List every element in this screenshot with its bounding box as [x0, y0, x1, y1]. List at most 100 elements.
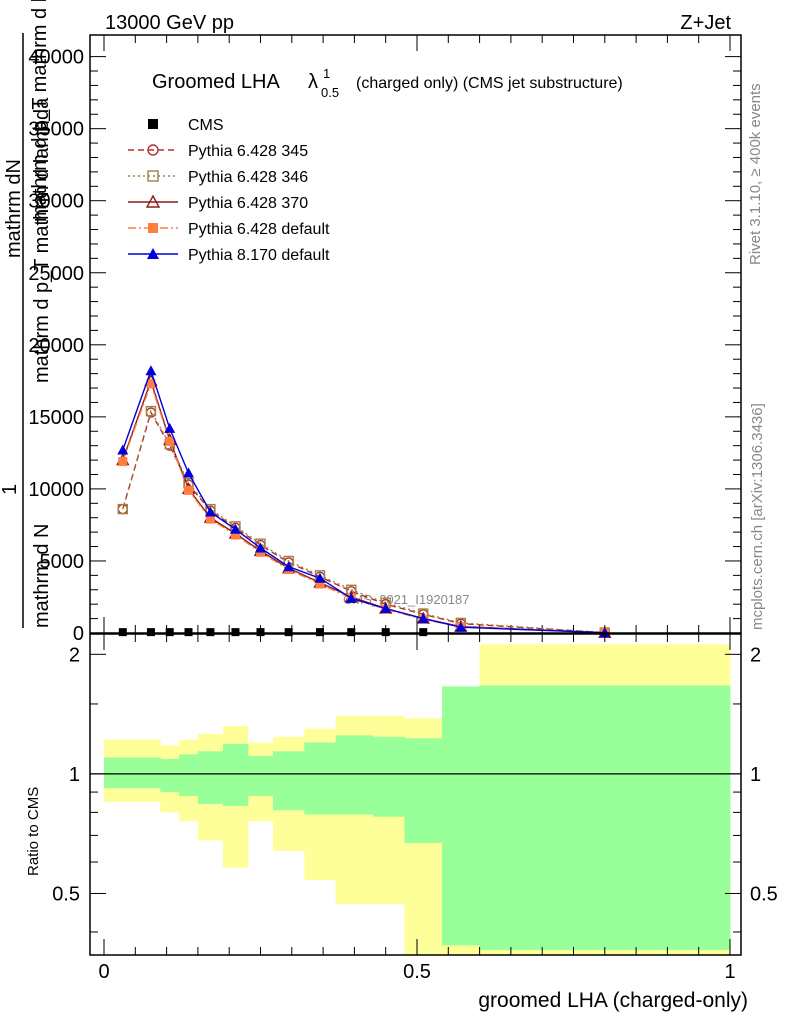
main-title: Groomed LHA λ 1 0.5 (charged only) (CMS … [152, 66, 623, 100]
legend-entry-1: Pythia 6.428 345 [128, 143, 308, 160]
series-point [255, 542, 266, 553]
main-ylabel: mathrm d N mathrm d p_T mathrm d lambda … [0, 0, 53, 628]
series-point [118, 628, 127, 637]
series-point [165, 628, 174, 637]
title-text: Groomed LHA [152, 71, 280, 93]
legend-entry-5: Pythia 8.170 default [128, 247, 330, 264]
series-point [164, 422, 176, 433]
series-0 [118, 628, 428, 637]
series-point [117, 503, 128, 515]
main-ytick-label: 20000 [28, 335, 84, 357]
legend-label: Pythia 6.428 default [188, 221, 330, 238]
main-y-ticks: 0 5000 10000 15000 20000 25000 30000 35000 40000 [28, 47, 741, 645]
series-point [184, 628, 193, 637]
green-band-bin [479, 685, 731, 951]
ratio-ytick-label: 2 [69, 644, 80, 666]
legend-marker [147, 248, 159, 259]
main-ytick-label: 25000 [28, 263, 84, 285]
xtick-label: 1 [724, 961, 735, 983]
main-ytick-label: 5000 [40, 551, 85, 573]
green-band-bin [373, 736, 405, 817]
series-point [381, 628, 390, 637]
ratio-plot: 0.5 0.5 1 1 2 2 0 0.5 1 [52, 633, 778, 983]
series-point [118, 457, 128, 467]
legend-entry-0: CMS [148, 117, 224, 134]
main-ytick-label: 40000 [28, 47, 84, 69]
title-symbol: λ [308, 71, 318, 93]
series-point [146, 628, 155, 637]
ratio-ytick-label-right: 1 [750, 764, 761, 786]
green-band-bin [247, 755, 274, 796]
series-point [315, 628, 324, 637]
series-point [145, 365, 157, 376]
green-band-bin [404, 738, 443, 843]
ratio-ytick-label-right: 2 [750, 644, 761, 666]
legend-label: Pythia 6.428 370 [188, 195, 308, 212]
series-point [230, 530, 240, 540]
ratio-ytick-label-right: 0.5 [750, 883, 778, 905]
green-band-bin [442, 686, 480, 946]
green-band-bin [304, 742, 337, 815]
green-band-bin [141, 757, 161, 789]
series-point [455, 621, 467, 632]
series-point [145, 405, 157, 417]
series-point [165, 436, 175, 446]
main-ytick-label: 30000 [28, 191, 84, 213]
legend-entry-4: Pythia 6.428 default [128, 221, 330, 238]
series-point [183, 467, 195, 478]
xtick-label: 0.5 [403, 961, 431, 983]
legend-label: CMS [188, 117, 224, 134]
watermark: CMS_2021_I1920187 [343, 592, 470, 607]
series-point [117, 444, 129, 455]
legend-label: Pythia 6.428 346 [188, 169, 308, 186]
series-point [315, 579, 325, 589]
series-point [205, 514, 215, 524]
ylabel-line-3: 1 [0, 484, 21, 495]
legend-label: Pythia 6.428 345 [188, 143, 308, 160]
series-point [256, 628, 265, 637]
main-plot: 0 5000 10000 15000 20000 25000 30000 35000 40000… [28, 34, 742, 645]
ratio-ylabel: Ratio to CMS [25, 787, 42, 876]
series-point [231, 628, 240, 637]
title-sup: 1 [323, 66, 330, 81]
legend: CMS Pythia 6.428 345 Pythia 6.428 346 Pythi… [128, 117, 330, 264]
green-band-bin [104, 757, 142, 789]
series-point [146, 379, 156, 389]
series-point [419, 628, 428, 637]
header-right: Z+Jet [680, 12, 731, 34]
ratio-ytick-label: 1 [69, 764, 80, 786]
main-ytick-label: 15000 [28, 407, 84, 429]
series-line [122, 410, 605, 634]
green-band-bin [273, 751, 305, 811]
series-line [122, 368, 605, 634]
title-sub: 0.5 [321, 85, 339, 100]
main-ytick-label: 35000 [28, 119, 84, 141]
ylabel-line-1: mathrm d N [31, 524, 53, 628]
green-band-bin [222, 743, 249, 807]
series-point [204, 506, 216, 517]
ratio-frame [89, 633, 742, 956]
series-point [345, 592, 357, 603]
series-point [229, 523, 241, 534]
green-band-bin [179, 754, 199, 796]
series-point [184, 485, 194, 495]
mcplots-label: mcplots.cern.ch [arXiv:1306.3436] [749, 403, 766, 630]
series-point [380, 603, 392, 614]
series-layer [116, 365, 612, 638]
legend-entry-3: Pythia 6.428 370 [128, 194, 308, 212]
green-band-bin [335, 735, 374, 815]
series-point [283, 561, 295, 572]
ylabel-line-5: mathrm d p_T mathrm d lambda [29, 0, 51, 222]
legend-marker [148, 223, 158, 233]
series-5 [117, 365, 611, 638]
header-left: 13000 GeV pp [105, 12, 234, 34]
main-ytick-label: 0 [73, 623, 84, 645]
xtick-label: 0 [98, 961, 109, 983]
legend-marker [145, 194, 161, 208]
series-line [122, 381, 605, 634]
ratio-x-ticks: 0 0.5 1 [98, 634, 736, 983]
green-band-bin [160, 759, 180, 793]
ylabel-line-2: mathrm d p_T mathrm d lambda [31, 97, 53, 383]
series-point [206, 628, 215, 637]
